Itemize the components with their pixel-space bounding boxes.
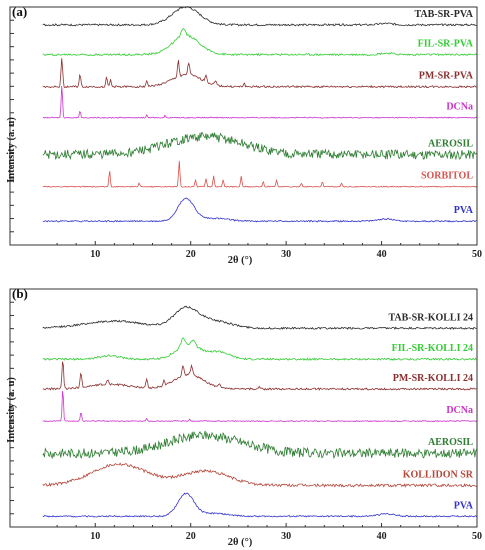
series-line-pva [42,197,477,223]
x-tick-label: 20 [186,249,196,260]
series-line-fil-sr-kolli-24 [42,337,477,361]
x-tick-label: 20 [186,531,196,542]
x-tick-label: 10 [90,531,100,542]
series-label: FIL-SR-KOLLI 24 [392,343,473,354]
series-line-kollidon-sr [42,462,477,489]
series-line-dcna [42,390,477,423]
panel-a-ylabel: Intensity (a. u) [6,117,17,183]
x-tick-label: 40 [377,531,387,542]
panel-a-xlabel: 2θ (°) [228,255,253,266]
series-label: FIL-SR-PVA [418,39,474,50]
series-label: DCNa [446,102,473,113]
x-tick-label: 30 [281,249,291,260]
series-label: TAB-SR-PVA [414,9,473,20]
series-label: DCNa [446,405,473,416]
series-line-dcna [42,85,477,119]
x-tick-label: 10 [90,249,100,260]
panel-b-label: (b) [12,286,28,301]
series-label: AEROSIL [428,139,473,150]
series-label: TAB-SR-KOLLI 24 [388,312,473,323]
series-label: PVA [454,500,474,511]
panel-a-label: (a) [12,4,27,19]
panel-a-series: TAB-SR-PVA FIL-SR-PVA PM-SR-PVA DCNa AEROSIL… [42,6,477,223]
series-line-pva [42,492,477,518]
x-tick-label: 50 [472,531,482,542]
x-tick-label: 40 [377,249,387,260]
series-line-tab-sr-kolli-24 [42,305,477,331]
series-line-pm-sr-pva [42,58,477,89]
series-label: PM-SR-PVA [419,71,474,82]
series-label: SORBITOL [421,171,473,182]
series-label: KOLLIDON SR [403,469,474,480]
panel-b-x-ticks: 10 20 30 40 50 [56,523,482,542]
series-line-pm-sr-kolli-24 [42,361,477,391]
panel-a: (a) Intensity (a. u) 2θ (°) 10 20 30 40 50 T… [6,4,482,266]
series-label: AEROSIL [428,437,473,448]
panel-b-series: TAB-SR-KOLLI 24 FIL-SR-KOLLI 24 PM-SR-KOLL… [42,305,477,518]
x-tick-label: 30 [281,531,291,542]
series-line-aerosil [42,131,477,161]
panel-b-ylabel: Intensity (a. u) [6,377,17,443]
series-label: PVA [454,205,474,216]
panel-b-y-ticks [10,301,14,515]
panel-b: (b) Intensity (a. u) 2θ (°) 10 20 30 40 50 T… [6,286,482,548]
series-line-fil-sr-pva [42,28,477,57]
panel-b-xlabel: 2θ (°) [228,537,253,548]
series-label: PM-SR-KOLLI 24 [393,373,473,384]
series-line-sorbitol [42,160,477,188]
panel-a-y-ticks [10,19,14,233]
series-line-aerosil [42,430,477,460]
x-tick-label: 50 [472,249,482,260]
panel-a-x-ticks: 10 20 30 40 50 [56,241,482,260]
series-line-tab-sr-pva [42,6,477,27]
